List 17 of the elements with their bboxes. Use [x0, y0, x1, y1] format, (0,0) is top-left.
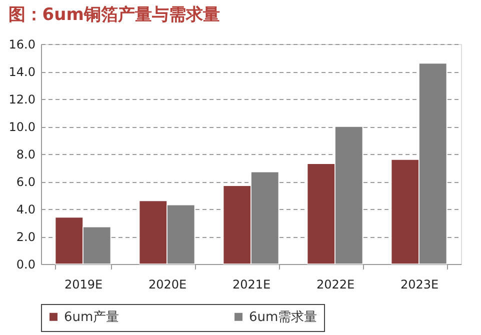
legend-label: 6um产量: [64, 310, 120, 325]
y-tick-label: 0.0: [16, 258, 36, 272]
chart-title: 图：6um铜箔产量与需求量: [8, 5, 220, 25]
y-tick-label: 4.0: [16, 202, 36, 216]
x-tick-label: 2021E: [232, 278, 271, 292]
y-tick-label: 6.0: [16, 175, 36, 189]
y-tick-label: 10.0: [8, 120, 36, 134]
y-tick-label: 16.0: [8, 38, 36, 52]
x-tick-label: 2019E: [64, 278, 103, 292]
legend-label: 6um需求量: [249, 310, 318, 325]
y-tick-label: 8.0: [16, 148, 36, 162]
y-tick-label: 12.0: [8, 92, 36, 106]
x-tick-label: 2020E: [148, 278, 187, 292]
x-tick-label: 2023E: [400, 278, 439, 292]
y-tick-label: 2.0: [16, 230, 36, 244]
x-tick-label: 2022E: [316, 278, 355, 292]
y-tick-label: 14.0: [8, 65, 36, 79]
